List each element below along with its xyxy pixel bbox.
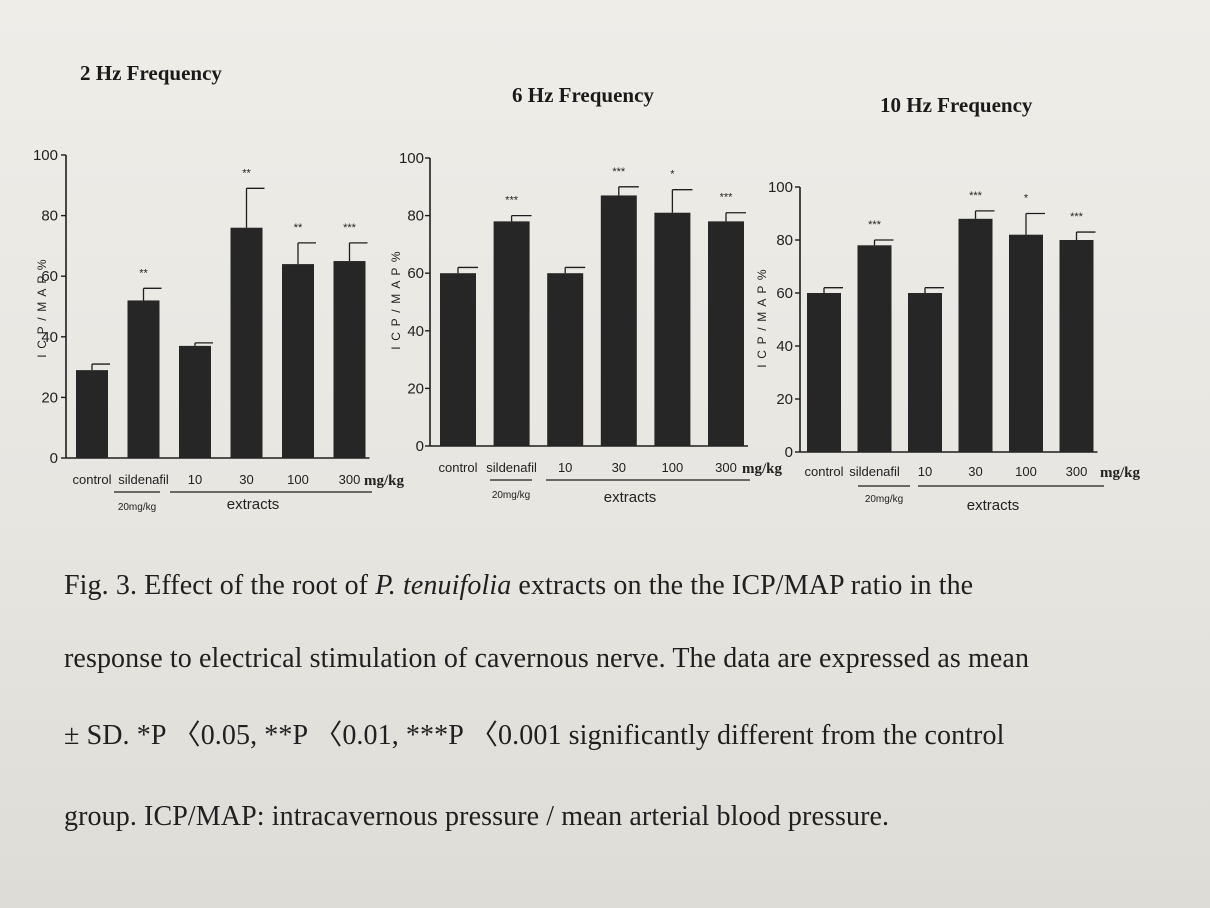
category-label: 100: [1015, 464, 1037, 479]
category-label: control: [804, 464, 843, 479]
significance-label: **: [294, 222, 303, 234]
y-tick-label: 80: [407, 208, 424, 225]
bar: [1059, 240, 1094, 452]
y-tick-label: 80: [776, 232, 793, 249]
significance-label: **: [242, 167, 251, 179]
unit-label: mg/kg: [742, 461, 783, 477]
significance-label: ***: [505, 195, 519, 207]
category-label: 100: [662, 460, 684, 475]
category-label: control: [72, 472, 111, 487]
y-tick-label: 40: [407, 323, 424, 340]
y-tick-label: 60: [776, 285, 793, 302]
caption-line-1: Fig. 3. Effect of the root of P. tenuifo…: [64, 570, 974, 601]
bar: [857, 245, 892, 452]
caption-line-4: group. ICP/MAP: intracavernous pressure …: [64, 801, 890, 832]
caption-line-3: ± SD. *P 〈0.05, **P 〈0.01, ***P 〈0.001 s…: [64, 720, 1005, 751]
significance-label: *: [1024, 193, 1029, 205]
category-label: 10: [918, 464, 932, 479]
y-tick-label: 40: [776, 338, 793, 355]
bar: [1009, 234, 1043, 452]
bar: [127, 300, 160, 458]
bar: [654, 212, 691, 446]
y-tick-label: 40: [41, 329, 58, 346]
y-tick-label: 20: [776, 391, 793, 408]
category-label: 30: [968, 464, 982, 479]
unit-label: mg/kg: [1100, 465, 1141, 481]
bar: [600, 195, 637, 446]
significance-label: ***: [969, 190, 983, 202]
y-axis-label: I C P / M A P %: [389, 250, 403, 350]
dose-sublabel: 20mg/kg: [865, 494, 903, 505]
significance-label: ***: [720, 192, 734, 204]
y-tick-label: 100: [33, 147, 58, 164]
significance-label: ***: [868, 219, 882, 231]
bar: [493, 221, 530, 446]
chart-title: 6 Hz Frequency: [512, 83, 654, 107]
y-tick-label: 80: [41, 208, 58, 225]
y-tick-label: 100: [768, 179, 793, 196]
caption-line-2: response to electrical stimulation of ca…: [64, 643, 1030, 674]
chart-title: 2 Hz Frequency: [80, 61, 222, 85]
unit-label: mg/kg: [364, 473, 405, 489]
category-label: sildenafil: [118, 472, 169, 487]
y-tick-label: 0: [50, 450, 58, 467]
bar: [708, 221, 744, 446]
bar: [333, 261, 366, 458]
y-axis-label: I C P / M A P %: [755, 268, 769, 368]
category-label: sildenafil: [849, 464, 900, 479]
category-label: 10: [558, 460, 572, 475]
group-label: extracts: [227, 496, 280, 513]
significance-label: *: [670, 169, 675, 181]
y-axis-label: I C P / M A P %: [35, 258, 49, 358]
chart-panel-2: 6 Hz Frequency I C P / M A P % 0 20 40 60 80 10…: [389, 83, 782, 506]
y-tick-label: 0: [416, 438, 424, 455]
y-tick-label: 60: [41, 268, 58, 285]
species-name: P. tenuifolia: [375, 570, 512, 601]
chart-title: 10 Hz Frequency: [880, 93, 1033, 117]
significance-label: ***: [1070, 211, 1084, 223]
bar: [958, 218, 993, 452]
dose-sublabel: 20mg/kg: [118, 502, 156, 513]
category-label: 30: [239, 472, 253, 487]
significance-label: ***: [343, 222, 357, 234]
y-tick-label: 20: [407, 380, 424, 397]
category-label: control: [438, 460, 477, 475]
category-label: 100: [287, 472, 309, 487]
y-tick-label: 20: [41, 389, 58, 406]
y-tick-label: 60: [407, 265, 424, 282]
bar: [908, 293, 942, 452]
category-label: 300: [715, 460, 737, 475]
significance-label: ***: [612, 166, 626, 178]
category-label: 30: [612, 460, 626, 475]
significance-label: **: [139, 267, 148, 279]
bar: [282, 264, 314, 458]
bar: [230, 227, 263, 458]
bar: [440, 273, 476, 446]
bar: [547, 273, 584, 446]
category-label: 300: [1066, 464, 1088, 479]
chart-panel-3: 10 Hz Frequency I C P / M A P % 0 20 40 60 80 1…: [755, 93, 1140, 514]
group-label: extracts: [967, 497, 1020, 514]
category-label: 10: [188, 472, 202, 487]
group-label: extracts: [604, 489, 657, 506]
category-label: sildenafil: [486, 460, 537, 475]
dose-sublabel: 20mg/kg: [492, 490, 530, 501]
bar: [807, 293, 841, 452]
bar: [179, 345, 211, 458]
y-tick-label: 0: [785, 444, 793, 461]
y-tick-label: 100: [399, 150, 424, 167]
bar: [76, 370, 108, 458]
chart-panel-1: 2 Hz Frequency I C P / M A P % 0 20 40 60 80 10…: [33, 61, 405, 513]
category-label: 300: [339, 472, 361, 487]
